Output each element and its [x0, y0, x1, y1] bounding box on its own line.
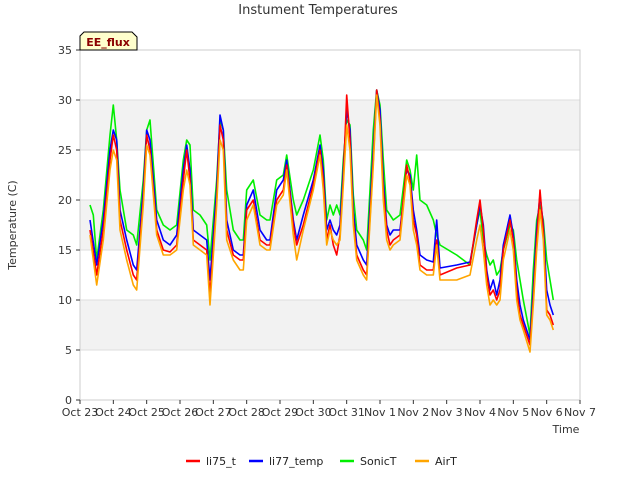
legend-label: li77_temp — [269, 455, 323, 468]
ee-flux-badge: EE_flux — [79, 31, 138, 51]
x-tick-label: Nov 5 — [497, 406, 529, 419]
x-tick-label: Nov 7 — [564, 406, 596, 419]
y-tick-label: 10 — [58, 294, 72, 307]
series-line-airt — [89, 94, 555, 353]
y-axis-label: Temperature (C) — [6, 180, 19, 270]
legend-item: li75_t — [186, 455, 237, 468]
legend-item: li77_temp — [249, 455, 323, 468]
x-tick-label: Nov 6 — [531, 406, 563, 419]
grid-band — [80, 300, 580, 350]
x-tick-label: Oct 27 — [195, 406, 232, 419]
x-tick-label: Oct 29 — [262, 406, 299, 419]
legend-item: SonicT — [340, 455, 397, 468]
legend-label: AirT — [435, 455, 457, 468]
y-axis-ticks: 0 5 10 15 20 25 30 35 — [58, 44, 80, 407]
legend: li75_t li77_temp SonicT AirT — [186, 455, 457, 468]
x-tick-label: Nov 3 — [431, 406, 463, 419]
x-axis-label: Time — [552, 423, 580, 436]
x-tick-label: Nov 4 — [464, 406, 496, 419]
x-tick-label: Oct 30 — [295, 406, 332, 419]
series-lines — [89, 89, 555, 353]
x-tick-label: Oct 24 — [95, 406, 132, 419]
x-tick-label: Oct 26 — [162, 406, 199, 419]
y-tick-label: 5 — [65, 344, 72, 357]
x-tick-label: Nov 2 — [397, 406, 429, 419]
y-tick-label: 35 — [58, 44, 72, 57]
series-line-li77-temp — [89, 89, 555, 341]
series-line-sonict — [89, 89, 555, 336]
x-tick-label: Oct 28 — [228, 406, 265, 419]
y-tick-label: 15 — [58, 244, 72, 257]
y-tick-label: 25 — [58, 144, 72, 157]
chart-title: Instument Temperatures — [238, 3, 398, 18]
x-tick-label: Oct 23 — [62, 406, 99, 419]
y-tick-label: 30 — [58, 94, 72, 107]
legend-label: SonicT — [360, 455, 397, 468]
x-tick-label: Nov 1 — [364, 406, 396, 419]
plot-frame — [79, 49, 581, 401]
legend-item: AirT — [415, 455, 457, 468]
y-tick-label: 0 — [65, 394, 72, 407]
y-tick-label: 20 — [58, 194, 72, 207]
grid-band — [80, 100, 580, 150]
x-tick-label: Oct 31 — [328, 406, 365, 419]
x-tick-label: Oct 25 — [128, 406, 165, 419]
badge-box — [79, 31, 138, 51]
badge-label: EE_flux — [86, 36, 130, 49]
legend-label: li75_t — [206, 455, 237, 468]
